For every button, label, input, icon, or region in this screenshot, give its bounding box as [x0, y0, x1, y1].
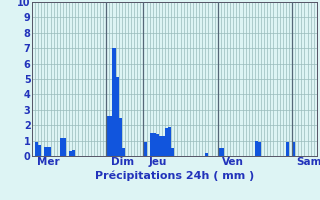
Bar: [221, 148, 224, 156]
Bar: [171, 148, 174, 156]
Bar: [153, 133, 156, 156]
Bar: [218, 148, 221, 156]
Bar: [35, 142, 38, 156]
Bar: [165, 128, 168, 156]
Bar: [109, 116, 113, 156]
Bar: [72, 150, 75, 156]
Bar: [162, 136, 165, 156]
Bar: [113, 48, 116, 156]
Bar: [116, 77, 119, 156]
Bar: [63, 138, 66, 156]
Bar: [156, 134, 159, 156]
Bar: [119, 117, 122, 156]
Bar: [38, 145, 41, 156]
Bar: [150, 133, 153, 156]
Bar: [60, 138, 63, 156]
Bar: [143, 142, 147, 156]
Bar: [168, 127, 171, 156]
Bar: [255, 141, 258, 156]
Bar: [44, 147, 47, 156]
Bar: [122, 148, 125, 156]
Bar: [258, 142, 261, 156]
Bar: [286, 142, 289, 156]
Bar: [159, 136, 162, 156]
Bar: [47, 147, 51, 156]
Bar: [292, 142, 295, 156]
Bar: [106, 116, 109, 156]
X-axis label: Précipitations 24h ( mm ): Précipitations 24h ( mm ): [95, 170, 254, 181]
Bar: [69, 151, 72, 156]
Bar: [205, 153, 208, 156]
